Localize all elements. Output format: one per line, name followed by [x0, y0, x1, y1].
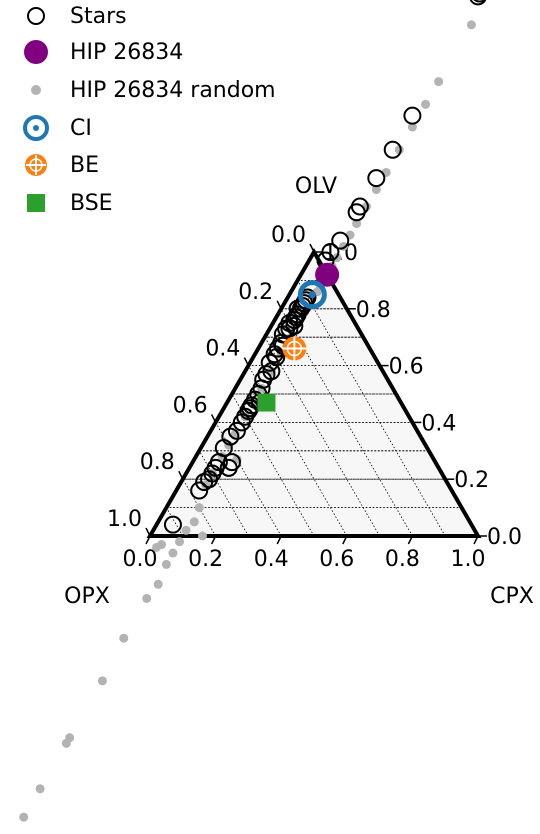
random-point: [161, 559, 171, 569]
star-point: [469, 0, 487, 6]
star-point: [321, 243, 340, 261]
star-point: [367, 169, 386, 188]
random-point: [19, 812, 29, 822]
tick-label-bottom: 0.8: [385, 547, 420, 572]
random-point: [168, 548, 178, 558]
star-point: [227, 421, 246, 440]
random-point: [153, 579, 163, 589]
tick-label-bottom: 0.2: [188, 547, 223, 572]
ci-marker-ring: [297, 280, 327, 310]
star-point: [262, 362, 281, 381]
random-point: [407, 122, 417, 132]
star-point: [331, 231, 350, 250]
legend-marker-random: [31, 85, 41, 95]
random-point: [466, 20, 476, 30]
random-point: [394, 145, 404, 155]
be-point: [282, 336, 307, 361]
random-point: [421, 99, 431, 109]
tick-label-bottom: 0.4: [254, 547, 289, 572]
axis-label-opx: OPX: [64, 584, 110, 609]
tick-label-right: 0.8: [356, 298, 391, 323]
hip-point: [315, 262, 340, 287]
tick-label-left: 0.6: [173, 393, 208, 418]
legend-label-ci: CI: [70, 116, 92, 141]
axis-label-cpx: CPX: [490, 584, 534, 609]
legend-label-random: HIP 26834 random: [70, 78, 276, 103]
tick-label-left: 0.8: [140, 450, 175, 475]
random-point: [61, 738, 71, 748]
random-point: [97, 676, 107, 686]
random-point: [189, 517, 199, 527]
random-point: [175, 537, 185, 547]
star-point: [383, 140, 402, 159]
random-point: [35, 784, 45, 794]
tick-label-bottom: 0.6: [319, 547, 354, 572]
star-point: [260, 353, 279, 372]
legend-marker-ci: [23, 115, 49, 141]
star-point: [285, 316, 304, 335]
tick-label-bottom: 0.0: [123, 547, 158, 572]
random-point: [156, 540, 166, 550]
tick-label-left: 0.0: [271, 223, 306, 248]
star-point: [163, 515, 182, 534]
tick-label-right: 0.4: [421, 411, 456, 436]
star-point: [190, 481, 209, 500]
legend-label-bse: BSE: [70, 191, 113, 216]
legend: Stars HIP 26834 HIP 26834 random CI BE B…: [23, 4, 276, 216]
stars-series: [163, 0, 487, 534]
legend-marker-stars: [27, 7, 45, 25]
random-point: [181, 525, 191, 535]
axis-label-olv: OLV: [295, 174, 337, 199]
star-point: [232, 413, 251, 432]
legend-label-be: BE: [70, 153, 99, 178]
be-marker-ring: [286, 340, 303, 357]
highlight-series: [257, 262, 340, 412]
tick-label-left: 0.4: [205, 337, 240, 362]
tick-label-right: 0.6: [389, 355, 424, 380]
tick-labels: 0.0 0.2 0.4 0.6 0.8 1.00.00.20.40.60.81.00.00…: [107, 223, 522, 572]
legend-label-stars: Stars: [70, 4, 127, 29]
tick-label-left: 0.2: [238, 280, 273, 305]
legend-label-hip: HIP 26834: [70, 40, 183, 65]
tick-label-right: 0.0: [487, 525, 522, 550]
random-point: [434, 77, 444, 87]
tick-label-right: 0.2: [454, 468, 489, 493]
legend-marker-be: [25, 154, 47, 176]
triangle-outline: [146, 248, 482, 538]
tick-label-left: 1.0: [107, 507, 142, 532]
random-point: [371, 185, 381, 195]
ternary-frame: [145, 243, 487, 545]
random-point: [197, 531, 207, 541]
random-point: [352, 219, 362, 229]
tick-label-bottom: 1.0: [451, 547, 486, 572]
grid-line: [297, 280, 446, 537]
star-point: [473, 0, 486, 3]
bse-point: [257, 393, 276, 412]
legend-marker-hip: [24, 40, 48, 64]
ci-point: [297, 280, 327, 310]
random-point: [142, 593, 152, 603]
legend-marker-bse: [27, 194, 45, 212]
star-point: [403, 106, 422, 125]
star-point: [219, 458, 238, 477]
star-point: [195, 473, 214, 492]
star-point: [350, 197, 369, 216]
random-point: [119, 633, 129, 643]
ci-marker-dot: [308, 291, 316, 299]
random-point: [194, 503, 204, 513]
